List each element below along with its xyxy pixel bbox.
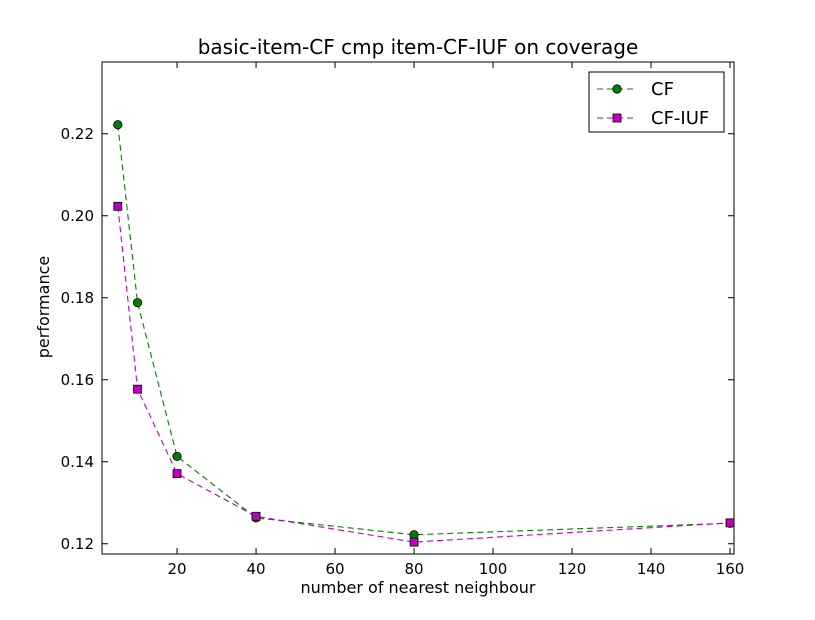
y-tick-label: 0.20 <box>61 207 94 225</box>
y-axis-label: performance <box>34 256 53 358</box>
series-point-0 <box>409 530 419 540</box>
series-line-1 <box>117 206 731 543</box>
legend-label: CF-IUF <box>651 108 709 129</box>
series-point-0 <box>172 451 182 462</box>
y-tick-label: 0.18 <box>61 289 94 307</box>
x-axis-label: number of nearest neighbour <box>301 578 536 597</box>
x-tick-label: 100 <box>479 560 508 578</box>
chart-title: basic-item-CF cmp item-CF-IUF on coverag… <box>198 35 639 59</box>
legend-box <box>588 71 725 133</box>
y-tick-label: 0.16 <box>61 371 94 389</box>
series-point-1 <box>172 469 182 479</box>
series-point-0 <box>132 298 143 308</box>
x-tick-label: 80 <box>405 560 424 578</box>
series-point-1 <box>251 511 261 521</box>
axes-frame <box>101 61 735 555</box>
x-tick-label: 160 <box>716 560 745 578</box>
series-point-1 <box>113 201 123 211</box>
x-tick-label: 40 <box>247 560 266 578</box>
legend-label: CF <box>651 79 674 100</box>
series-point-1 <box>725 518 735 528</box>
plot-area: 20 40 60 80 100 120 140 160 0.12 0.14 0.16 0.18 0.20… <box>61 61 745 578</box>
legend: CF CF-IUF <box>588 71 725 133</box>
series-point-1 <box>133 384 142 394</box>
legend-marker <box>612 84 622 94</box>
series-point-0 <box>113 120 123 130</box>
y-tick-label: 0.14 <box>61 453 94 471</box>
series-point-1 <box>409 537 419 547</box>
x-tick-label: 120 <box>558 560 587 578</box>
y-tick-label: 0.22 <box>61 125 94 143</box>
x-tick-label: 140 <box>637 560 666 578</box>
series-line-0 <box>117 124 731 536</box>
x-tick-label: 60 <box>326 560 345 578</box>
legend-marker <box>612 113 622 123</box>
y-tick-label: 0.12 <box>61 535 94 553</box>
x-tick-label: 20 <box>168 560 187 578</box>
